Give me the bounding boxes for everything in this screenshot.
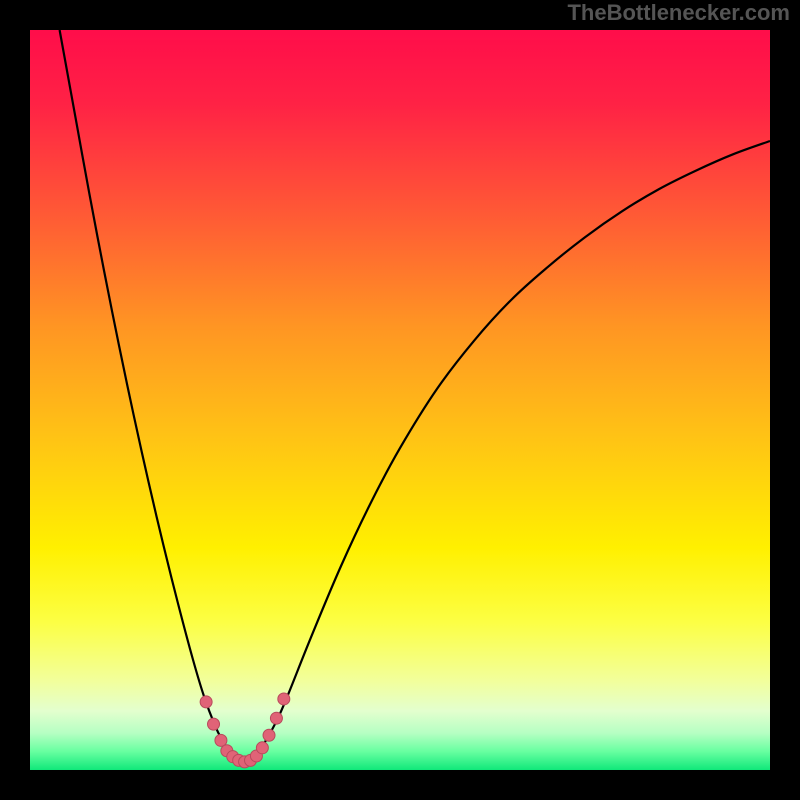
- watermark-text: TheBottlenecker.com: [567, 0, 790, 26]
- marker-point: [208, 718, 220, 730]
- marker-point: [278, 693, 290, 705]
- marker-point: [263, 729, 275, 741]
- marker-point: [256, 742, 268, 754]
- bottleneck-chart: [30, 30, 770, 770]
- marker-point: [200, 696, 212, 708]
- plot-area: [30, 30, 770, 770]
- marker-point: [270, 712, 282, 724]
- gradient-background: [30, 30, 770, 770]
- stage: TheBottlenecker.com: [0, 0, 800, 800]
